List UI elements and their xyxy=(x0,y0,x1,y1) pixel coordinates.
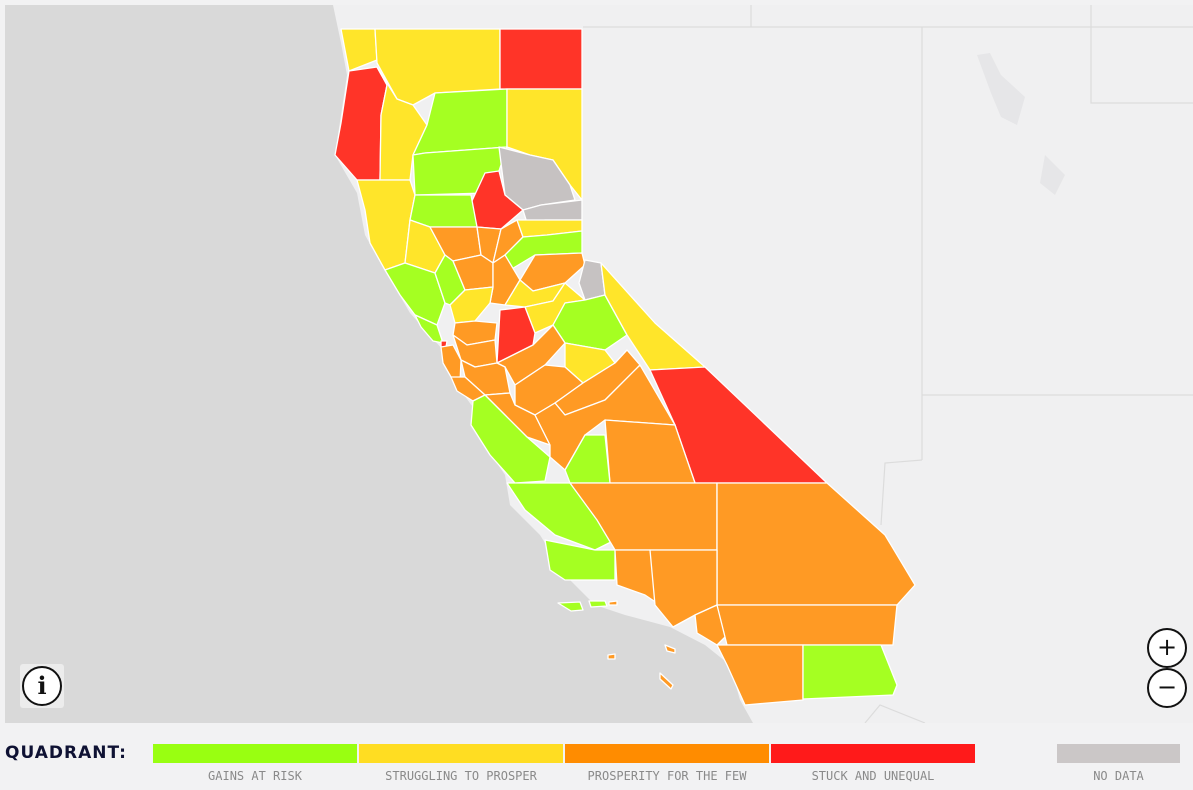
county[interactable] xyxy=(544,539,616,581)
county[interactable] xyxy=(588,600,608,608)
counties[interactable] xyxy=(334,28,916,706)
county[interactable] xyxy=(557,601,584,612)
legend-swatch-stuck-and-unequal xyxy=(771,744,975,763)
county[interactable] xyxy=(499,28,583,90)
county[interactable] xyxy=(412,88,508,156)
legend-swatch-prosperity-for-the-few xyxy=(565,744,769,763)
county[interactable] xyxy=(600,262,706,371)
legend-label-stuck-and-unequal: STUCK AND UNEQUAL xyxy=(811,769,935,783)
legend-title: QUADRANT: xyxy=(5,743,127,763)
quadrant-legend: QUADRANT: GAINS AT RISK STRUGGLING TO PR… xyxy=(0,723,1193,790)
legend-swatch-struggling-to-prosper xyxy=(359,744,563,763)
zoom-out-button[interactable]: − xyxy=(1147,668,1187,708)
legend-label-prosperity-for-the-few: PROSPERITY FOR THE FEW xyxy=(587,769,747,783)
county[interactable] xyxy=(496,306,536,364)
legend-swatch-gains-at-risk xyxy=(153,744,357,763)
county[interactable] xyxy=(470,394,551,484)
legend-label-struggling-to-prosper: STRUGGLING TO PROSPER xyxy=(385,769,537,783)
county[interactable] xyxy=(340,28,378,72)
county[interactable] xyxy=(409,194,478,228)
info-button[interactable]: i xyxy=(20,664,64,708)
county[interactable] xyxy=(659,672,674,690)
legend-label-no-data: NO DATA xyxy=(1093,769,1144,783)
state-borders xyxy=(583,5,1193,723)
county[interactable] xyxy=(664,644,676,654)
county[interactable] xyxy=(716,604,898,646)
legend-label-gains-at-risk: GAINS AT RISK xyxy=(208,769,302,783)
county[interactable] xyxy=(614,549,661,606)
county[interactable] xyxy=(414,314,444,344)
ocean xyxy=(5,5,753,723)
info-icon: i xyxy=(22,666,62,706)
county[interactable] xyxy=(607,653,616,660)
california-county-map[interactable]: i xyxy=(5,5,1193,723)
map-canvas[interactable] xyxy=(5,5,1193,723)
county[interactable] xyxy=(608,600,618,606)
county[interactable] xyxy=(716,644,804,706)
county[interactable] xyxy=(384,262,446,326)
legend-swatch-no-data xyxy=(1057,744,1180,763)
terrain-hints xyxy=(977,53,1065,195)
zoom-in-button[interactable]: + xyxy=(1147,628,1187,668)
county[interactable] xyxy=(802,644,898,700)
county[interactable] xyxy=(716,482,916,606)
